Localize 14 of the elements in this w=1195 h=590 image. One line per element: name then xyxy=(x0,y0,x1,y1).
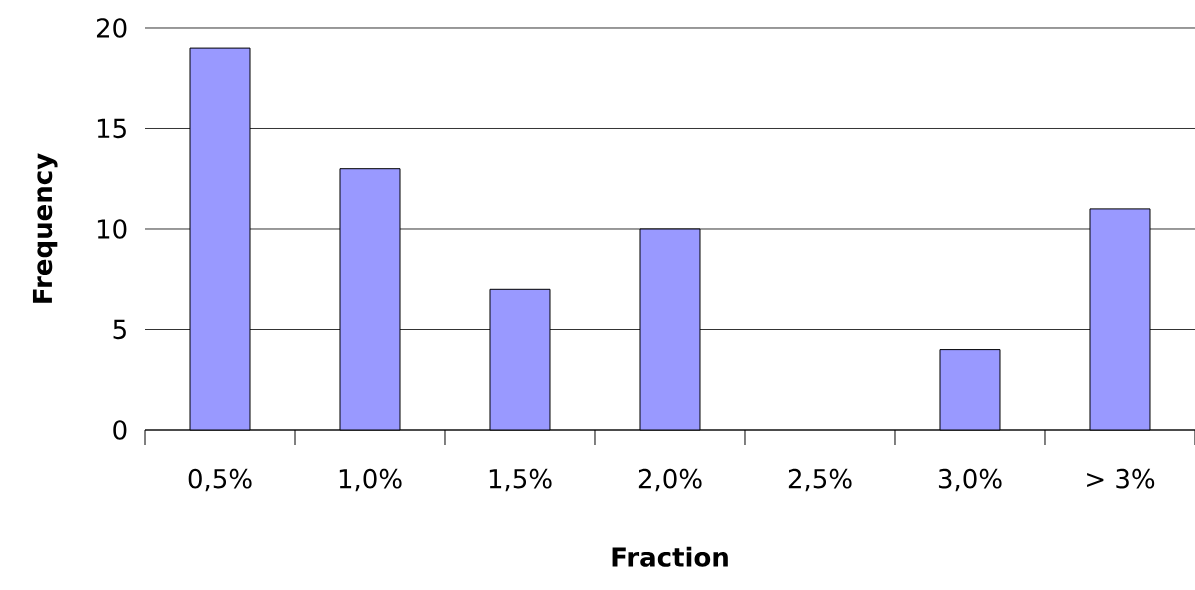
y-tick-label: 0 xyxy=(113,420,127,440)
x-tick-label: 2,5% xyxy=(788,468,852,492)
y-tick-label: 5 xyxy=(113,319,126,340)
y-axis-title: Frequency xyxy=(32,153,58,303)
x-axis-title: Fraction xyxy=(612,546,728,567)
x-tick-label: > 3% xyxy=(1087,468,1155,489)
y-tick-label: 15 xyxy=(97,118,126,139)
x-tick-label: 0,5% xyxy=(188,468,252,492)
x-tick-label: 2,0% xyxy=(638,468,702,492)
y-tick-label: 20 xyxy=(96,18,127,38)
x-tick-label: 3,0% xyxy=(938,468,1002,492)
x-tick-label: 1,5% xyxy=(489,468,552,492)
y-tick-label: 10 xyxy=(97,219,127,239)
x-tick-label: 1,0% xyxy=(339,468,402,492)
